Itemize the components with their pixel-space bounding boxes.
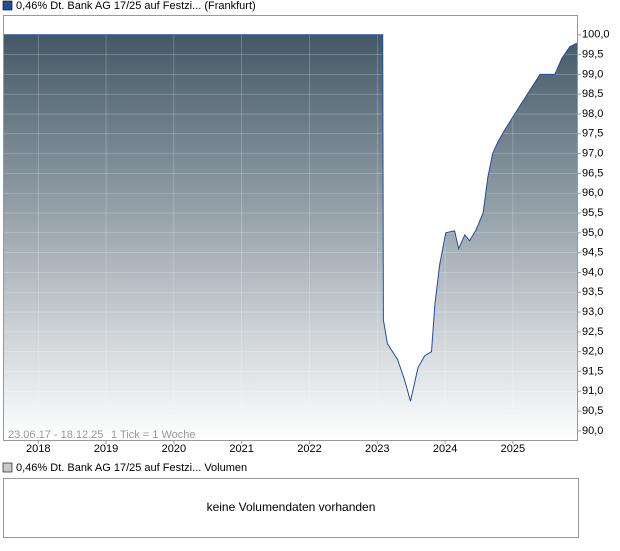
y-tick-label: 97,0 (582, 148, 603, 160)
y-tick-label: 100,0 (582, 29, 610, 41)
y-tick-label: 96,5 (582, 167, 603, 179)
y-tick-label: 92,0 (582, 346, 603, 358)
x-tick-label: 2019 (94, 443, 118, 455)
y-tick-label: 99,0 (582, 68, 603, 80)
y-tick-label: 95,0 (582, 227, 603, 239)
line (3, 34, 579, 402)
x-tick-label: 2022 (297, 443, 321, 455)
plot-border (3, 15, 578, 441)
legend-swatch (2, 0, 13, 11)
y-tick-label: 90,0 (582, 425, 603, 437)
y-tick-label: 91,5 (582, 365, 603, 377)
x-tick-label: 2023 (365, 443, 389, 455)
area (3, 34, 578, 441)
y-tick-label: 98,0 (582, 108, 603, 120)
volume-box (3, 478, 579, 538)
y-tick-label: 90,5 (582, 405, 603, 417)
range-label: 23.06.17 - 18.12.25 (8, 429, 103, 441)
y-tick-label: 91,0 (582, 385, 603, 397)
y-tick-label: 94,0 (582, 266, 603, 278)
y-tick-label: 98,5 (582, 88, 603, 100)
x-tick-label: 2024 (433, 443, 457, 455)
x-tick-label: 2021 (229, 443, 253, 455)
y-tick-label: 99,5 (582, 49, 603, 61)
volume-message: keine Volumendaten vorhanden (207, 500, 376, 514)
x-tick-label: 2025 (501, 443, 525, 455)
y-tick-label: 93,0 (582, 306, 603, 318)
x-tick-label: 2020 (162, 443, 186, 455)
y-tick-label: 94,5 (582, 247, 603, 259)
y-tick-label: 96,0 (582, 187, 603, 199)
y-tick-label: 95,5 (582, 207, 603, 219)
y-tick-label: 92,5 (582, 326, 603, 338)
y-tick-label: 93,5 (582, 286, 603, 298)
volume-legend: 0,46% Dt. Bank AG 17/25 auf Festzi... Vo… (16, 462, 247, 474)
legend-swatch (2, 462, 13, 473)
tick-info: 1 Tick = 1 Woche (111, 429, 195, 441)
legend-label: 0,46% Dt. Bank AG 17/25 auf Festzi... (F… (16, 0, 256, 12)
x-tick-label: 2018 (26, 443, 50, 455)
y-tick-label: 97,5 (582, 128, 603, 140)
